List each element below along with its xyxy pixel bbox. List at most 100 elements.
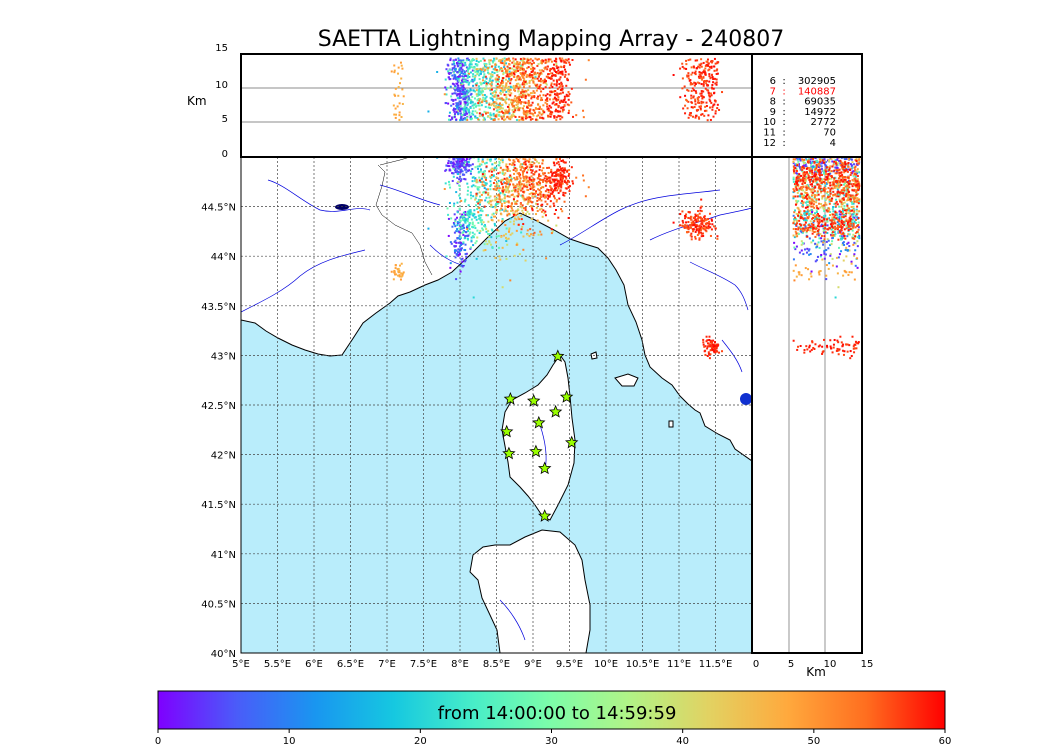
lightning-source <box>458 242 460 244</box>
lightning-source <box>490 200 492 202</box>
lightning-source-alt <box>450 105 452 107</box>
lightning-source <box>525 209 527 211</box>
lightning-source-alt <box>568 73 570 75</box>
lightning-source <box>491 214 493 216</box>
lightning-source <box>703 344 705 346</box>
lightning-source-side <box>816 179 818 181</box>
lat-tick-label: 40.5°N <box>201 599 236 610</box>
lightning-source-alt <box>513 69 515 71</box>
lightning-source <box>476 180 478 182</box>
lightning-source-alt <box>498 115 500 117</box>
lightning-source <box>542 216 544 218</box>
lightning-source-side <box>836 166 838 168</box>
lightning-source-side <box>801 169 803 171</box>
lightning-source-side <box>823 208 825 210</box>
lightning-source <box>449 169 451 171</box>
lightning-source <box>478 207 480 209</box>
lon-tick-label: 5.5°E <box>264 659 291 670</box>
lightning-source <box>538 162 540 164</box>
lightning-source <box>690 227 692 229</box>
lightning-source-alt <box>715 112 717 114</box>
lightning-source <box>490 244 492 246</box>
lightning-source <box>472 180 474 182</box>
lightning-source-alt <box>507 106 509 108</box>
lightning-source-alt <box>470 107 472 109</box>
figure-title: SAETTA Lightning Mapping Array - 240807 <box>318 27 785 52</box>
lightning-source <box>478 160 480 162</box>
lightning-source <box>474 225 476 227</box>
lightning-source-alt <box>399 111 401 113</box>
lightning-source <box>541 179 543 181</box>
lightning-source <box>489 233 491 235</box>
lightning-source <box>498 161 500 163</box>
lightning-source-alt <box>394 95 396 97</box>
lightning-source <box>554 213 556 215</box>
lightning-source-side <box>828 159 830 161</box>
lightning-source <box>502 247 504 249</box>
lightning-source-side <box>831 160 833 162</box>
lightning-source <box>458 171 460 173</box>
lightning-source <box>462 234 464 236</box>
lightning-source-alt <box>480 60 482 62</box>
lightning-source-alt <box>461 114 463 116</box>
lightning-source-alt <box>505 96 507 98</box>
lightning-source <box>522 180 524 182</box>
lightning-source-side <box>815 198 817 200</box>
lightning-source-alt <box>566 78 568 80</box>
lightning-source-side <box>821 174 823 176</box>
lightning-source-alt <box>502 99 504 101</box>
lightning-source-alt <box>453 71 455 73</box>
lightning-source-side <box>827 224 829 226</box>
lightning-source <box>697 220 699 222</box>
lightning-source-alt <box>462 96 464 98</box>
lightning-source <box>565 178 567 180</box>
lightning-source <box>533 162 535 164</box>
lightning-source-alt <box>487 112 489 114</box>
lightning-source <box>483 170 485 172</box>
lightning-source <box>544 197 546 199</box>
lightning-source <box>453 163 455 165</box>
lightning-source-alt <box>495 57 497 59</box>
lightning-source-alt <box>538 112 540 114</box>
lightning-source <box>551 175 553 177</box>
lightning-source <box>480 208 482 210</box>
lightning-source-side <box>839 160 841 162</box>
lightning-source-alt <box>398 86 400 88</box>
lightning-source-alt <box>494 94 496 96</box>
lightning-source <box>457 221 459 223</box>
lightning-source-side <box>817 208 819 210</box>
lightning-source <box>564 201 566 203</box>
lightning-source <box>529 197 531 199</box>
lightning-source-alt <box>550 58 552 60</box>
lightning-source-alt <box>494 105 496 107</box>
lightning-source <box>514 203 516 205</box>
lightning-source-side <box>803 159 805 161</box>
lightning-source <box>571 166 573 168</box>
lightning-source <box>533 234 535 236</box>
lightning-source-alt <box>688 117 690 119</box>
lightning-source-alt <box>504 89 506 91</box>
lightning-source-alt <box>474 103 476 105</box>
lightning-source-alt <box>493 58 495 60</box>
lightning-source-alt <box>552 74 554 76</box>
lightning-source <box>560 208 562 210</box>
lightning-source <box>715 347 717 349</box>
alt-tick-10: 10 <box>215 80 228 91</box>
lightning-source <box>466 183 468 185</box>
lightning-source-alt <box>572 116 574 118</box>
lightning-source <box>460 236 462 238</box>
lightning-source <box>502 159 504 161</box>
lightning-source-alt <box>534 92 536 94</box>
lightning-source-alt <box>401 65 403 67</box>
lightning-source-alt <box>456 78 458 80</box>
lightning-source <box>541 170 543 172</box>
lightning-source-alt <box>524 63 526 65</box>
lightning-source-alt <box>484 80 486 82</box>
lightning-source-side <box>809 181 811 183</box>
lightning-source-side <box>828 207 830 209</box>
lightning-source <box>539 231 541 233</box>
lightning-source-alt <box>487 72 489 74</box>
lightning-source <box>533 173 535 175</box>
lightning-source <box>513 160 515 162</box>
lightning-source <box>461 160 463 162</box>
